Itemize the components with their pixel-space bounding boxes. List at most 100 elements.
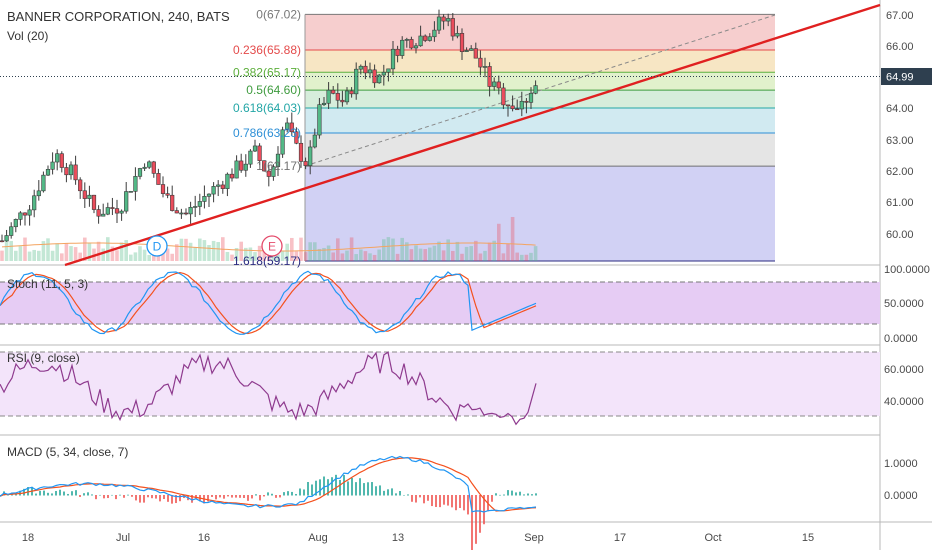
macd-histogram-bar [447, 495, 449, 506]
volume-bar [391, 238, 395, 261]
candle-body [216, 184, 221, 187]
candle-body [446, 18, 451, 22]
candle-body [464, 50, 469, 52]
volume-bar [225, 251, 230, 261]
macd-histogram-bar [439, 495, 441, 508]
volume-bar [32, 249, 36, 261]
candle-body [55, 153, 60, 163]
price-pane[interactable]: 0(67.02) 0.236(65.88) 0.382(65.17) 0.5(64.6… [0, 3, 881, 268]
price-candles [0, 9, 538, 243]
volume-bar [267, 253, 271, 261]
volume-bar [409, 249, 414, 261]
macd-histogram-bar [531, 494, 533, 496]
macd-histogram-bar [247, 495, 249, 501]
candle-body [358, 65, 363, 70]
candle-body [188, 206, 193, 215]
volume-bar [487, 242, 492, 261]
macd-histogram-bar [67, 493, 69, 496]
candle-body [114, 208, 120, 214]
macd-histogram-bar [155, 495, 157, 499]
macd-histogram-bar [483, 495, 485, 525]
price-tick: 61.00 [886, 197, 914, 209]
macd-histogram-bar [295, 493, 297, 496]
macd-histogram-bar [331, 477, 333, 496]
volume-bar [198, 238, 202, 261]
macd-histogram-bar [207, 495, 209, 502]
rsi-pane[interactable]: RSI (9, close) 60.0000 40.0000 [0, 351, 924, 426]
volume-bar [469, 246, 473, 261]
volume-bar [354, 254, 358, 261]
stochastic-pane[interactable]: Stoch (11, 5, 3) 100.0000 50.0000 0.0000 [0, 264, 930, 345]
volume-bar [69, 246, 73, 261]
volume-bar [501, 253, 506, 261]
macd-histogram-bar [83, 493, 85, 496]
stoch-title: Stoch (11, 5, 3) [7, 277, 88, 291]
macd-histogram-bar [99, 494, 101, 496]
macd-histogram-bar [43, 490, 45, 496]
macd-histogram-bar [395, 493, 397, 496]
trendline[interactable] [64, 3, 881, 267]
candle-body [119, 210, 124, 214]
last-price-value: 64.99 [886, 72, 914, 84]
volume-bar [207, 245, 211, 261]
candle-body [308, 146, 313, 166]
price-tick: 62.00 [886, 166, 914, 178]
volume-bar [271, 254, 276, 261]
dividend-marker-circle[interactable] [146, 235, 168, 257]
candle-body [68, 164, 74, 176]
macd-histogram-bar [215, 495, 217, 500]
candle-body [519, 100, 524, 110]
fib-zone [305, 14, 775, 51]
volume-bar [322, 247, 326, 261]
volume-bar [497, 223, 501, 261]
macd-histogram-bar [307, 481, 309, 496]
earnings-marker-circle[interactable] [261, 235, 283, 257]
time-tick: 18 [22, 532, 34, 544]
macd-histogram-bar [503, 494, 505, 496]
earnings-marker[interactable]: E [261, 235, 283, 257]
rsi-tick: 60.0000 [884, 364, 924, 376]
candle-body [459, 33, 465, 52]
volume-bar [294, 251, 299, 261]
volume-bar [248, 247, 253, 261]
macd-histogram-bar [471, 495, 473, 550]
candle-body [206, 193, 212, 197]
volume-bar [23, 237, 27, 261]
macd-histogram-bar [407, 494, 409, 496]
volume-bar [317, 248, 322, 261]
rsi-title: RSI (9, close) [7, 351, 80, 365]
dividend-marker[interactable]: D [146, 235, 168, 257]
volume-bar [345, 250, 349, 261]
candle-body [418, 35, 423, 47]
macd-histogram-bar [79, 495, 81, 497]
candle-body [156, 173, 161, 185]
time-axis[interactable]: 18 Jul 16 Aug 13 Sep 17 Oct 15 [22, 532, 814, 544]
candle-body [239, 160, 244, 171]
fib-level-label: 1.618(59.17) [233, 254, 301, 268]
candle-body [174, 210, 179, 214]
fib-level-label: 1(62.17) [256, 159, 301, 173]
candle-body [312, 134, 317, 148]
volume-bar [418, 248, 423, 261]
candle-body [335, 93, 340, 101]
macd-histogram-bar [27, 487, 29, 496]
volume-bar [239, 241, 243, 261]
volume-bar [216, 242, 220, 261]
volume-bar [437, 241, 441, 261]
candle-body [13, 219, 18, 228]
candle-body [505, 104, 511, 107]
volume-bar [368, 253, 372, 261]
volume-bar [405, 242, 409, 261]
macd-histogram-bar [219, 495, 221, 498]
price-tick: 60.00 [886, 229, 914, 241]
candle-body [469, 48, 474, 51]
candle-body [344, 90, 350, 103]
macd-histogram-bar [411, 495, 413, 502]
time-tick: Sep [524, 532, 544, 544]
price-axis[interactable]: 67.00 66.00 64.00 63.00 62.00 61.00 60.0… [881, 10, 932, 241]
macd-pane[interactable]: MACD (5, 34, close, 7) 1.0000 0.0000 [0, 445, 918, 550]
macd-histogram-bar [271, 493, 273, 496]
volume-bar [60, 253, 64, 261]
candle-body [41, 174, 46, 192]
